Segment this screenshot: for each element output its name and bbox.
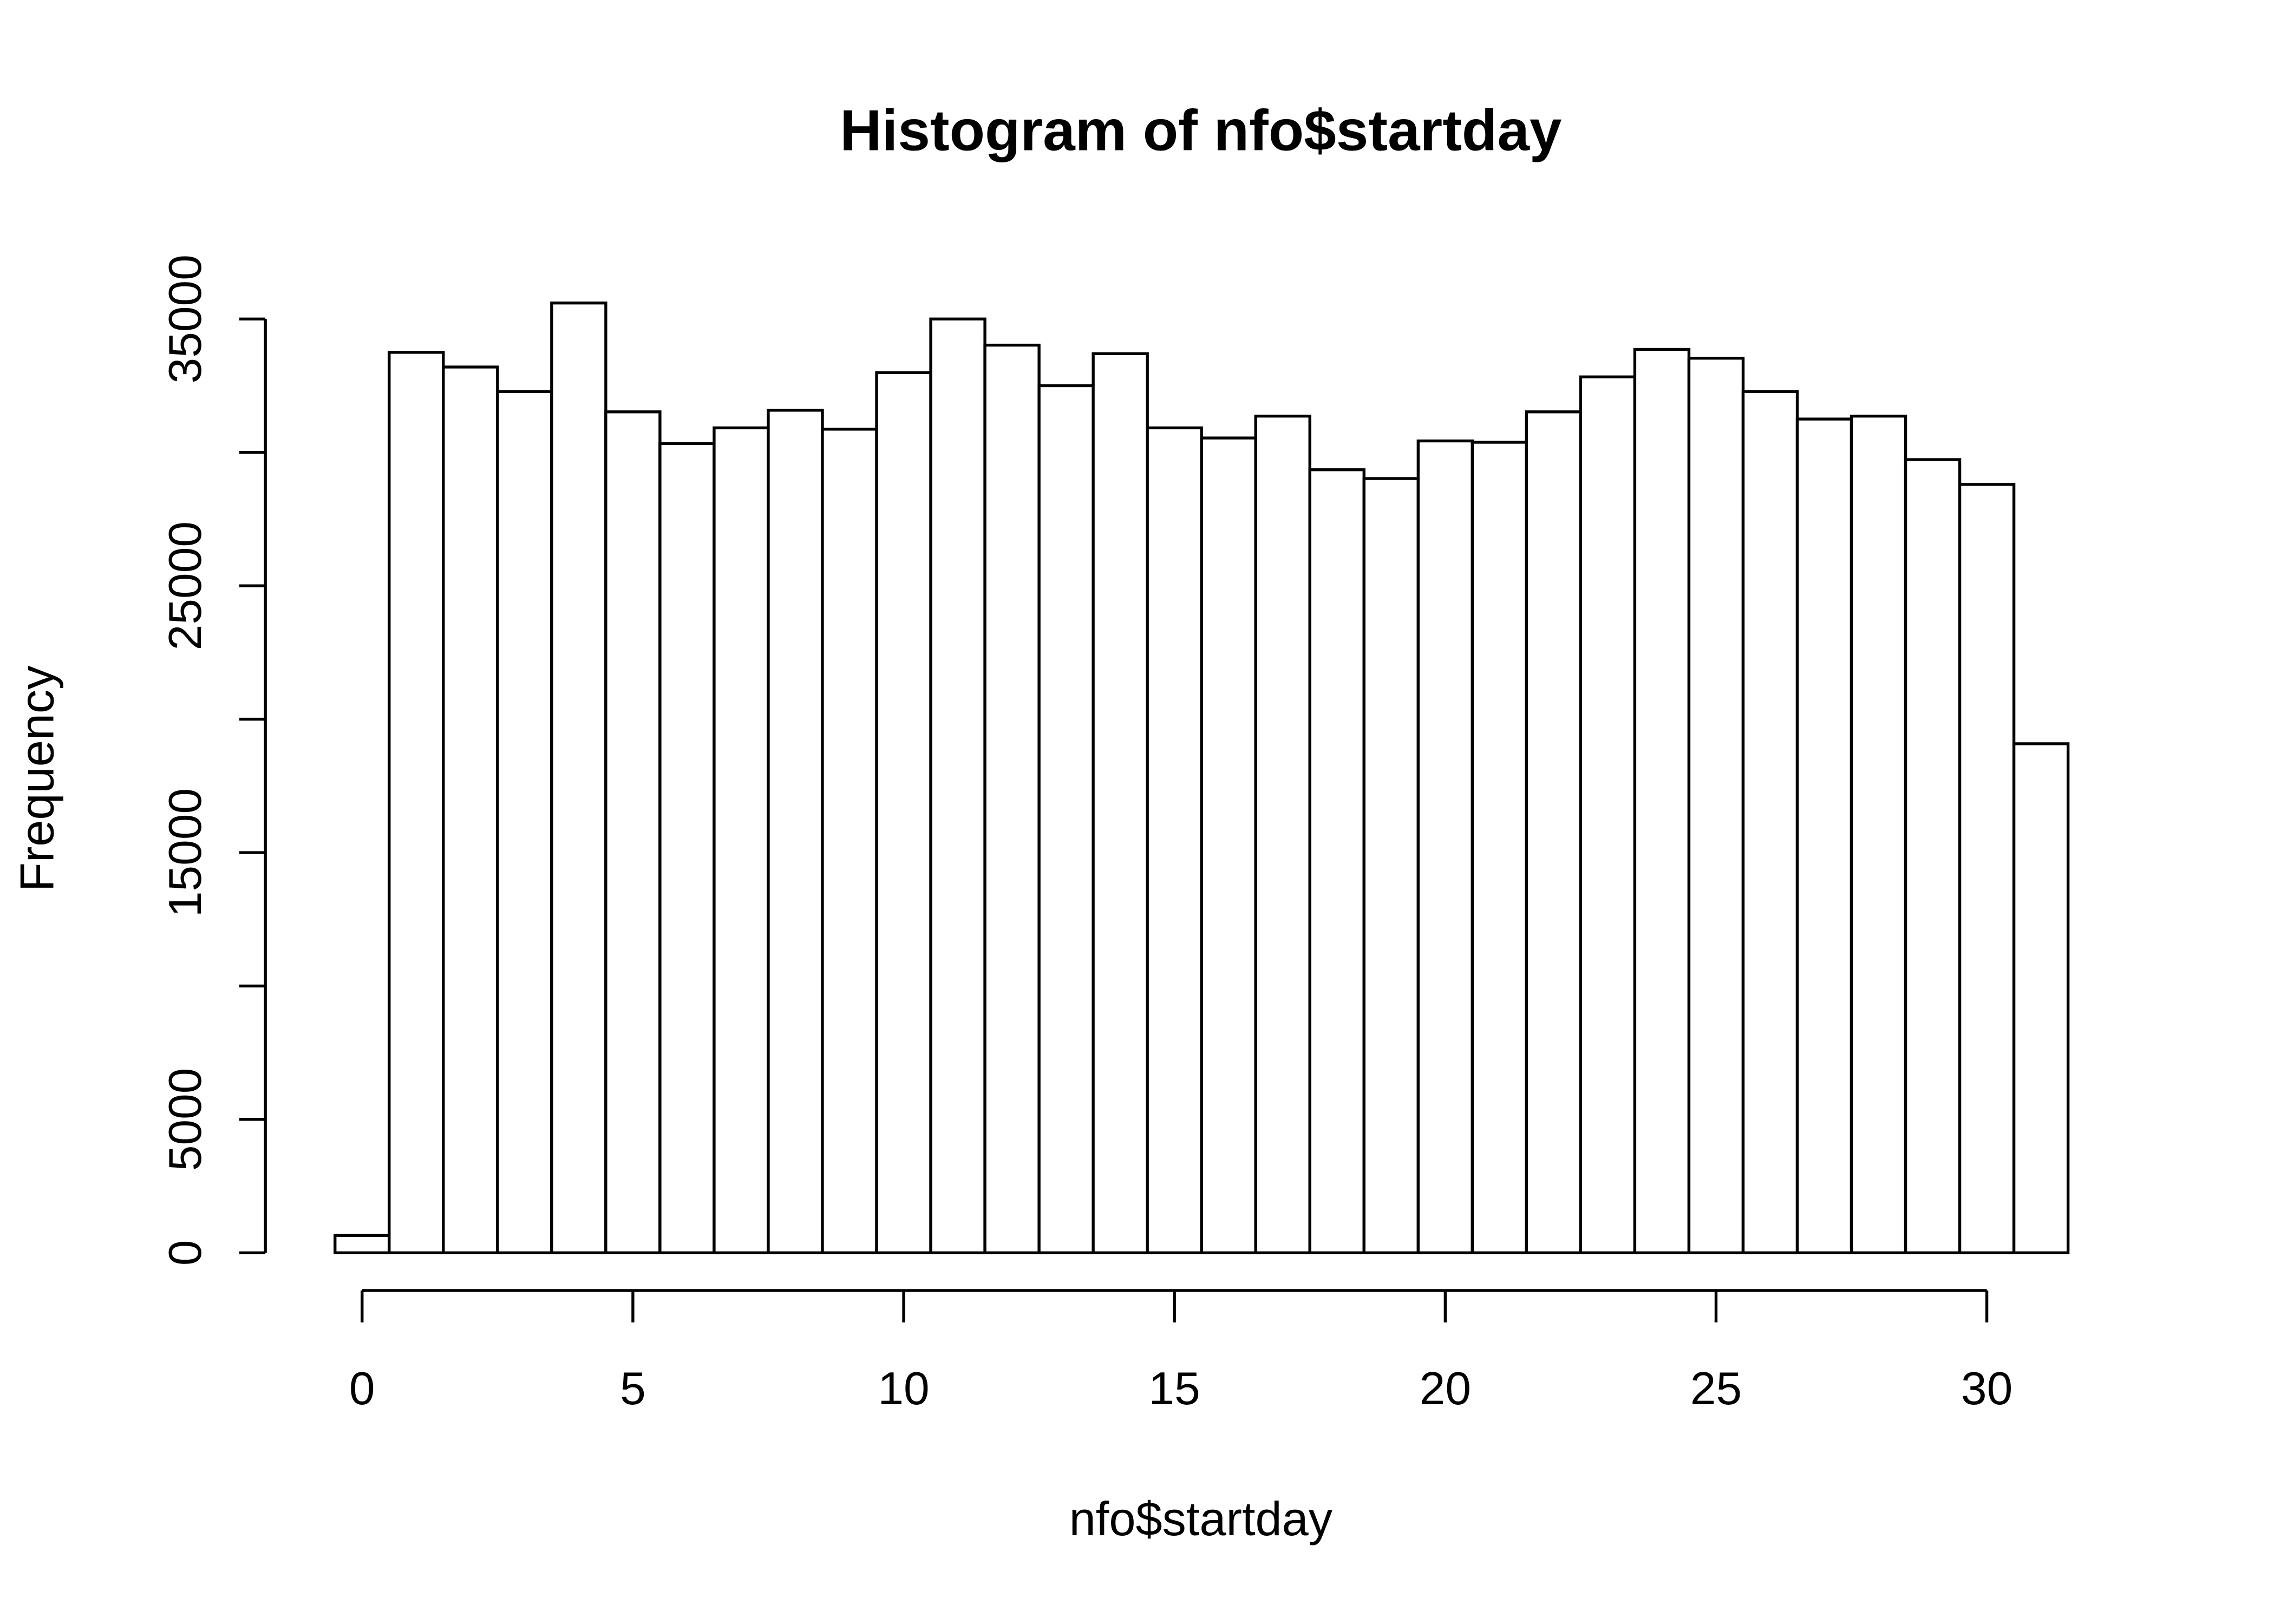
bar — [496, 390, 553, 1254]
chart-title: Histogram of nfo$startday — [840, 97, 1561, 162]
bar — [1687, 357, 1745, 1254]
x-tick-label: 20 — [1420, 1363, 1471, 1415]
bar — [442, 365, 499, 1254]
bar — [1092, 352, 1149, 1254]
x-axis-label: nfo$startday — [1069, 1492, 1333, 1546]
bar — [1308, 468, 1365, 1254]
bar — [1633, 348, 1691, 1254]
bar — [1795, 417, 1853, 1254]
bar — [334, 1234, 391, 1254]
y-tick-label: 5000 — [159, 1068, 211, 1171]
bar — [983, 343, 1041, 1254]
y-tick-label: 25000 — [159, 521, 211, 650]
bar — [875, 371, 932, 1254]
bar — [1146, 426, 1203, 1254]
bar — [2012, 742, 2070, 1254]
bar — [658, 442, 716, 1254]
bar — [767, 409, 824, 1254]
bar — [821, 428, 878, 1254]
bar — [1362, 477, 1420, 1254]
bar — [550, 302, 607, 1254]
bar — [1958, 483, 2016, 1254]
bar — [1904, 458, 1962, 1254]
x-tick-label: 5 — [620, 1363, 646, 1415]
x-tick-label: 15 — [1149, 1363, 1200, 1415]
bar — [713, 426, 770, 1254]
bar — [1525, 410, 1583, 1254]
bar — [388, 351, 445, 1254]
x-tick-label: 10 — [878, 1363, 929, 1415]
y-axis-label: Frequency — [10, 665, 63, 892]
x-tick-label: 30 — [1961, 1363, 2012, 1415]
y-tick-label: 15000 — [159, 788, 211, 917]
bar — [1037, 384, 1095, 1254]
bar — [929, 317, 986, 1254]
bar — [1579, 375, 1637, 1254]
bar — [604, 410, 662, 1254]
y-tick-label: 0 — [159, 1240, 211, 1266]
x-tick-label: 25 — [1690, 1363, 1742, 1415]
x-tick-label: 0 — [349, 1363, 375, 1415]
bar — [1850, 415, 1907, 1254]
bar — [1200, 436, 1257, 1254]
bar — [1416, 439, 1474, 1254]
bar — [1471, 441, 1528, 1254]
bar — [1254, 415, 1311, 1254]
y-tick-label: 35000 — [159, 254, 211, 383]
bar — [1741, 390, 1799, 1254]
